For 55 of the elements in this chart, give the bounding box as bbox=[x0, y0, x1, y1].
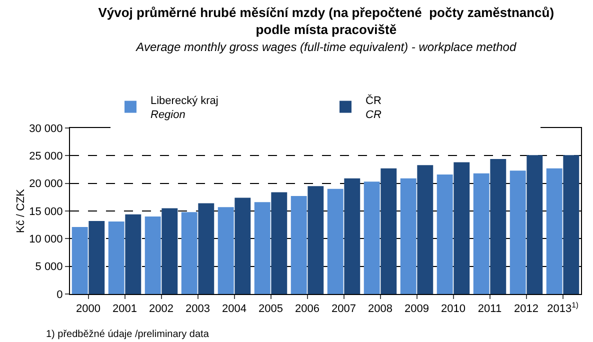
x-tick-label: 2006 bbox=[295, 303, 320, 316]
x-tick-label: 2011 bbox=[478, 303, 502, 316]
bar bbox=[327, 188, 344, 294]
chart-subtitle: Average monthly gross wages (full-time equivalent) - workplace method bbox=[135, 40, 516, 54]
bar bbox=[290, 196, 307, 294]
bar bbox=[380, 168, 397, 294]
bar bbox=[308, 186, 324, 294]
legend-label: Liberecký kraj Region bbox=[150, 94, 218, 122]
bar bbox=[436, 174, 453, 294]
bar bbox=[181, 212, 198, 294]
legend-label: ČR CR bbox=[366, 94, 382, 122]
y-tick-label: 20 000 bbox=[29, 178, 63, 190]
bar bbox=[72, 227, 88, 294]
bar bbox=[490, 158, 506, 294]
bar bbox=[400, 178, 416, 294]
bar bbox=[144, 216, 161, 294]
chart-title: Vývoj průměrné hrubé měsíční mzdy (na přepočtené počty zaměstnanců) podle místa pracoviště bbox=[98, 5, 554, 37]
x-tick-label: 2012 bbox=[514, 303, 538, 316]
x-tick-label: 2003 bbox=[186, 303, 210, 316]
bar bbox=[218, 207, 234, 294]
bar bbox=[563, 155, 580, 294]
bar bbox=[234, 198, 251, 294]
bar bbox=[88, 220, 105, 294]
y-tick-label: 5 000 bbox=[35, 261, 63, 274]
bar bbox=[473, 173, 490, 294]
y-axis-title: Kč / CZK bbox=[15, 188, 28, 234]
bar bbox=[454, 162, 470, 294]
x-tick-label: 2001 bbox=[112, 303, 137, 316]
bar bbox=[344, 178, 360, 294]
x-tick-label: 2008 bbox=[368, 303, 392, 316]
y-tick-label: 25 000 bbox=[29, 150, 63, 163]
y-tick-label: 15 000 bbox=[29, 206, 63, 218]
bar bbox=[162, 208, 178, 294]
bar bbox=[125, 214, 142, 294]
x-tick-label: 2002 bbox=[149, 303, 174, 316]
bar bbox=[198, 203, 214, 294]
x-tick-label: 2005 bbox=[258, 303, 283, 316]
x-tick-label: 2013$^{1)}$ bbox=[547, 300, 579, 316]
text: 1) předběžné údaje /preliminary data bbox=[46, 329, 210, 340]
bar bbox=[108, 222, 124, 294]
bar bbox=[526, 155, 543, 294]
x-tick-label: 2004 bbox=[222, 303, 246, 316]
x-tick-label: 2009 bbox=[404, 303, 429, 316]
y-tick-label: 0 bbox=[56, 288, 63, 301]
bar bbox=[417, 165, 434, 294]
bar bbox=[510, 170, 526, 294]
y-tick-label: 30 000 bbox=[29, 122, 63, 135]
x-tick-label: 2000 bbox=[76, 303, 100, 316]
bar bbox=[546, 168, 562, 294]
x-tick-label: 2007 bbox=[332, 303, 356, 316]
bar bbox=[254, 202, 270, 294]
y-tick-label: 10 000 bbox=[29, 234, 63, 246]
bar bbox=[271, 192, 288, 294]
bar bbox=[364, 182, 380, 294]
x-tick-label: 2010 bbox=[441, 303, 466, 316]
